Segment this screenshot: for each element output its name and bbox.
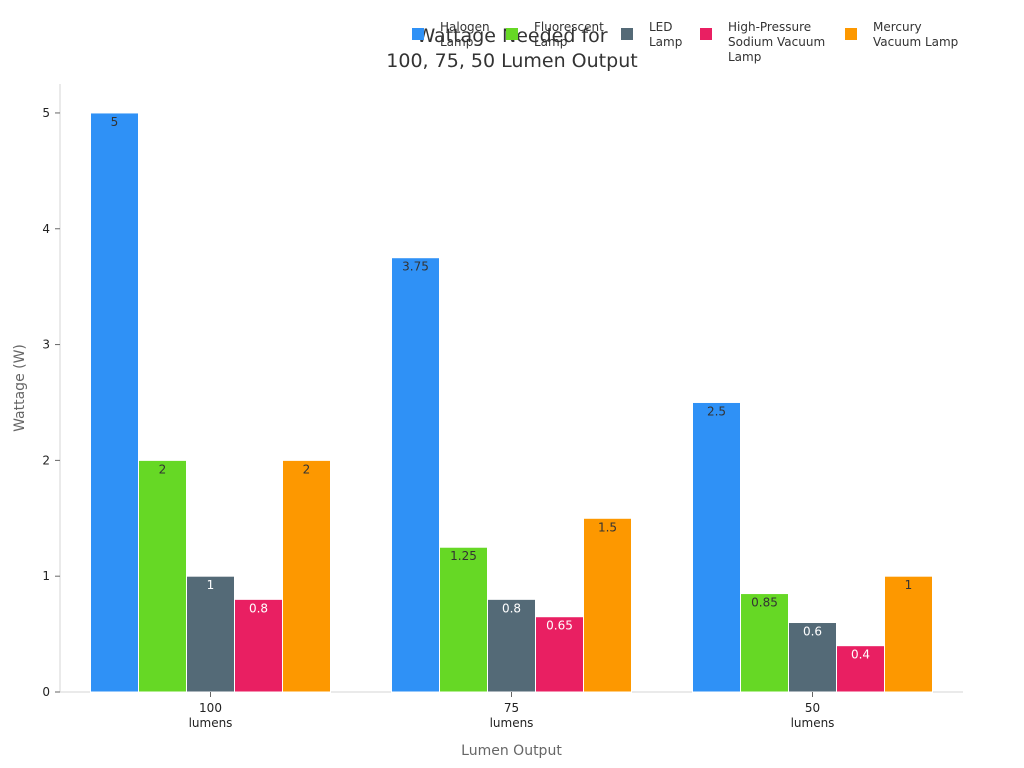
y-tick-label: 1	[42, 569, 50, 583]
bar	[884, 575, 933, 693]
bar	[282, 459, 331, 693]
y-tick-label: 4	[42, 222, 50, 236]
bar-value-label: 0.8	[502, 601, 521, 615]
bar	[234, 598, 283, 693]
legend-label: High-Pressure	[728, 20, 811, 34]
x-tick-label: lumens	[791, 716, 835, 730]
bar-value-label: 0.4	[851, 648, 870, 662]
legend-swatch	[506, 28, 518, 40]
x-axis-title: Lumen Output	[461, 743, 562, 759]
legend-swatch	[621, 28, 633, 40]
bar	[740, 593, 789, 693]
bar	[391, 257, 440, 693]
y-tick-label: 5	[42, 106, 50, 120]
bar-value-label: 0.85	[751, 596, 778, 610]
legend-label: Lamp	[728, 50, 761, 64]
legend-swatch	[845, 28, 857, 40]
legend-label: Lamp	[440, 35, 473, 49]
y-axis-title: Wattage (W)	[12, 344, 28, 432]
chart-title: 100, 75, 50 Lumen Output	[386, 50, 637, 72]
x-tick-label: 75	[504, 701, 519, 715]
legend-label: Lamp	[649, 35, 682, 49]
bar-value-label: 5	[111, 115, 119, 129]
bar	[439, 546, 488, 693]
bar	[138, 459, 187, 693]
legend-label: Halogen	[440, 20, 490, 34]
bar-value-label: 1	[207, 578, 215, 592]
bar	[692, 401, 741, 693]
legend-label: Lamp	[534, 35, 567, 49]
bar	[90, 112, 139, 693]
bar	[836, 645, 885, 693]
x-tick-label: lumens	[490, 716, 534, 730]
bar	[186, 575, 235, 693]
legend-label: Sodium Vacuum	[728, 35, 825, 49]
legend-swatch	[700, 28, 712, 40]
bar	[535, 616, 584, 693]
bar-value-label: 2	[159, 462, 167, 476]
bar-value-label: 1.5	[598, 520, 617, 534]
legend-label: Vacuum Lamp	[873, 35, 958, 49]
bar-value-label: 1.25	[450, 549, 477, 563]
bar	[583, 517, 632, 693]
legend-label: Mercury	[873, 20, 922, 34]
bar	[788, 622, 837, 693]
bar-value-label: 0.6	[803, 625, 822, 639]
bar-value-label: 2	[303, 462, 311, 476]
x-tick-label: 50	[805, 701, 820, 715]
y-tick-label: 0	[42, 685, 50, 699]
x-tick-label: 100	[199, 701, 222, 715]
legend-label: LED	[649, 20, 673, 34]
bar-value-label: 0.65	[546, 619, 573, 633]
legend-label: Fluorescent	[534, 20, 604, 34]
x-tick-label: lumens	[189, 716, 233, 730]
bar-value-label: 3.75	[402, 260, 429, 274]
y-tick-label: 3	[42, 338, 50, 352]
legend-swatch	[412, 28, 424, 40]
bar-value-label: 1	[905, 578, 913, 592]
bar-value-label: 0.8	[249, 601, 268, 615]
bar-value-label: 2.5	[707, 404, 726, 418]
y-tick-label: 2	[42, 453, 50, 467]
